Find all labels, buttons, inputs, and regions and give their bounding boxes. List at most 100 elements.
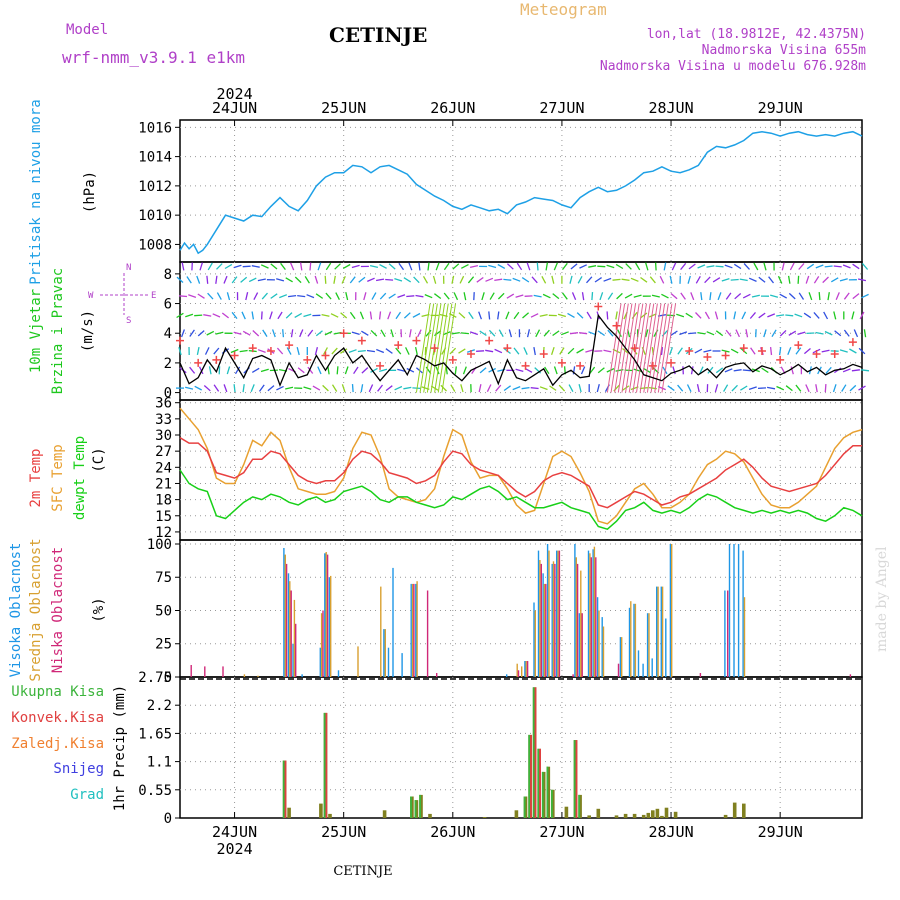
high-cloud-bar xyxy=(328,577,331,677)
wind-arrow xyxy=(640,312,648,319)
wind-arrow xyxy=(196,346,200,356)
wind-arrow xyxy=(753,262,759,271)
wind-hatch xyxy=(646,303,662,393)
wind-arrow xyxy=(617,329,622,338)
wind-arrow xyxy=(763,262,767,271)
wind-arrow xyxy=(403,312,411,319)
wind-arrow xyxy=(778,347,782,356)
wind-arrow xyxy=(196,275,201,284)
y-tick-label: 1.1 xyxy=(147,755,172,771)
panel-frame-4 xyxy=(179,676,863,819)
wind-arrow xyxy=(498,329,504,338)
wind-arrow xyxy=(861,262,869,270)
wind-arrow xyxy=(748,386,757,391)
wind-arrow xyxy=(521,277,530,283)
wind-arrow xyxy=(570,263,578,270)
wind-arrow xyxy=(839,349,848,353)
wind-arrow xyxy=(535,329,541,338)
wind-arrow xyxy=(578,384,582,393)
y-tick-label: 0.55 xyxy=(138,783,172,799)
mid-cloud-bar xyxy=(534,610,536,677)
wind-arrow xyxy=(697,264,706,269)
panel-frame-2 xyxy=(179,399,863,541)
wind-arrow xyxy=(486,384,492,392)
gust-marker xyxy=(830,350,839,358)
wind-arrow xyxy=(516,262,523,271)
high-cloud-bar xyxy=(383,629,385,677)
low-cloud-bar xyxy=(222,666,224,677)
wind-arrow xyxy=(223,275,228,284)
wind-hatch xyxy=(415,303,431,393)
precip-bar xyxy=(319,803,323,818)
wind-arrow xyxy=(536,262,539,271)
t2m-line xyxy=(179,437,862,509)
wind-arrow xyxy=(815,264,824,269)
wind-arrow xyxy=(695,275,701,284)
precip-bar-total xyxy=(551,789,553,818)
station-title: CETINJE xyxy=(329,23,427,47)
wind-arrow xyxy=(369,311,373,320)
wind-arrow xyxy=(323,347,328,355)
wind-arrow xyxy=(215,275,218,284)
wind-arrow xyxy=(203,314,212,317)
wind-arrow xyxy=(476,350,485,352)
wind-arrow xyxy=(588,265,597,268)
gust-marker xyxy=(412,336,421,345)
wind-arrow xyxy=(597,367,605,374)
wind-arrow xyxy=(467,276,475,284)
wind-arrow xyxy=(663,262,667,271)
precip-bar-conv xyxy=(284,760,287,818)
wind-arrow xyxy=(445,366,448,375)
wind-arrow xyxy=(317,366,322,375)
low-cloud-bar xyxy=(295,623,297,677)
wind-arrow xyxy=(766,386,776,390)
low-cloud-bar xyxy=(204,666,206,677)
y-tick-label: 1014 xyxy=(138,150,172,166)
wind-arrow xyxy=(805,384,810,393)
wind-arrow xyxy=(451,331,460,335)
wind-arrow xyxy=(395,347,402,355)
y-tick-label: 1016 xyxy=(138,120,172,136)
wind-arrow xyxy=(469,264,479,269)
wind-arrow xyxy=(805,275,810,284)
wind-arrow xyxy=(669,275,673,284)
wind-arrow xyxy=(176,276,184,283)
wind-arrow xyxy=(406,295,415,298)
low-cloud-bar xyxy=(517,670,520,677)
wind-arrow xyxy=(351,384,354,393)
wind-arrow xyxy=(688,263,696,270)
wind-hatch xyxy=(434,303,449,393)
wind-hatch xyxy=(606,303,622,393)
high-cloud-bar xyxy=(642,663,644,677)
low-cloud-bar xyxy=(572,674,574,677)
wind-arrow xyxy=(694,348,703,354)
wind-arrow xyxy=(208,366,212,375)
low-cloud-bar xyxy=(190,665,192,677)
wind-arrow xyxy=(189,366,196,374)
wind-arrow xyxy=(360,384,364,393)
wind-arrow xyxy=(544,366,550,375)
gust-marker xyxy=(394,341,403,350)
y-tick-label: 50 xyxy=(155,603,172,619)
wind-arrow xyxy=(422,275,429,284)
gust-marker xyxy=(503,344,512,353)
wind-arrow xyxy=(523,347,528,355)
wind-arrow xyxy=(488,329,496,337)
precip-bar-total xyxy=(532,687,535,818)
wind-arrow xyxy=(763,329,767,338)
wind-arrow xyxy=(349,276,356,284)
precip-bar-total xyxy=(323,712,326,818)
high-cloud-bar xyxy=(537,550,540,677)
model-name: wrf-nmm_v3.9.1 e1km xyxy=(62,48,245,67)
wind-arrow xyxy=(680,262,687,271)
wind-arrow xyxy=(741,311,747,320)
wind-arrow xyxy=(833,265,842,268)
mid-cloud-bar xyxy=(284,554,286,677)
wind-arrow xyxy=(645,329,649,338)
wind-arrow xyxy=(591,292,594,301)
wind-hatch xyxy=(419,303,435,393)
y-tick-label: 0 xyxy=(164,386,172,402)
gust-marker xyxy=(448,355,457,364)
wind-arrow xyxy=(677,347,683,355)
x-tick-label-top: 24JUN xyxy=(212,99,257,117)
